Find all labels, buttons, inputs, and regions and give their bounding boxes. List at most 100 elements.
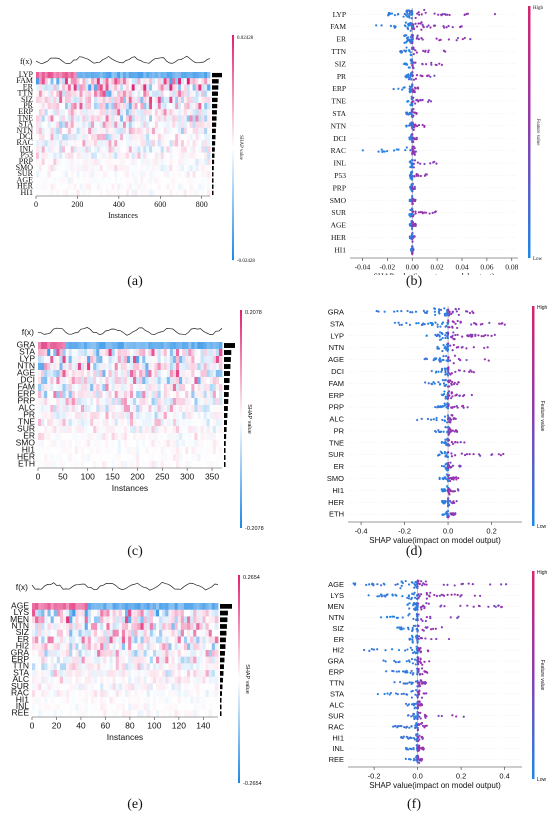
shap-dot	[451, 349, 454, 352]
heatmap-cell	[133, 412, 137, 420]
heatmap-cell	[90, 656, 95, 664]
heatmap-cell	[117, 384, 122, 392]
importance-bar	[212, 122, 217, 127]
importance-bar	[224, 357, 231, 362]
heatmap-cell	[188, 419, 192, 427]
heatmap-cell	[102, 412, 106, 420]
heatmap-cell	[114, 384, 119, 392]
heatmap-cell	[195, 115, 199, 122]
heatmap-cell	[195, 78, 199, 85]
heatmap-cell	[195, 140, 199, 147]
heatmap-cell	[126, 377, 131, 385]
feature-label: SUR	[17, 424, 35, 434]
heatmap-cell	[209, 363, 214, 371]
heatmap-cell	[169, 461, 174, 469]
heatmap-cell	[163, 134, 167, 141]
heatmap-cell	[96, 171, 101, 178]
heatmap-cell	[143, 134, 147, 141]
heatmap-cell	[69, 623, 73, 631]
heatmap-cell	[137, 177, 141, 184]
shap-dot	[410, 95, 413, 98]
heatmap-cell	[156, 670, 160, 678]
heatmap-cell	[67, 189, 72, 197]
heatmap-cell	[32, 603, 36, 611]
heatmap-cell	[81, 636, 86, 644]
heatmap-cell	[82, 134, 86, 141]
heatmap-cell	[178, 115, 182, 122]
heatmap-cell	[117, 171, 121, 178]
shap-dot	[434, 321, 437, 324]
heatmap-cell	[66, 690, 70, 698]
heatmap-cell	[188, 391, 192, 399]
heatmap-cell	[203, 440, 208, 448]
heatmap-cell	[88, 134, 92, 141]
heatmap-cell	[177, 643, 182, 651]
heatmap-cell	[50, 603, 55, 611]
heatmap-cell	[157, 189, 162, 197]
importance-bar	[224, 399, 229, 404]
shap-dot	[444, 426, 447, 429]
shap-dot	[452, 417, 455, 421]
heatmap-cell	[62, 177, 66, 184]
heatmap-cell	[169, 152, 173, 160]
heatmap-cell	[214, 703, 219, 711]
shap-dot	[421, 38, 424, 41]
heatmap-cell	[108, 440, 112, 448]
heatmap-cell	[97, 703, 101, 711]
heatmap-cell	[214, 629, 219, 637]
shap-dot	[434, 405, 437, 409]
heatmap-cell	[139, 461, 143, 469]
heatmap-cell	[143, 710, 148, 718]
heatmap-cell	[41, 363, 45, 371]
heatmap-cell	[203, 398, 208, 406]
heatmap-cell	[100, 623, 104, 631]
heatmap-cell	[90, 426, 94, 434]
shap-dot	[448, 380, 451, 383]
heatmap-cell	[50, 377, 54, 385]
heatmap-cell	[188, 370, 192, 378]
heatmap-cell	[169, 433, 174, 441]
heatmap-cell	[59, 683, 64, 691]
heatmap-cell	[73, 134, 77, 141]
heatmap-cell	[118, 623, 123, 631]
heatmap-cell	[96, 370, 100, 378]
heatmap-cell	[189, 103, 193, 110]
heatmap-cell	[190, 623, 194, 631]
heatmap-cell	[178, 84, 182, 91]
heatmap-cell	[65, 440, 70, 448]
heatmap-cell	[63, 670, 67, 678]
heatmap-cell	[188, 454, 192, 462]
heatmap-cell	[53, 84, 57, 91]
shap-dot	[448, 431, 451, 434]
heatmap-cell	[123, 72, 127, 79]
feature-label: NTN	[12, 620, 29, 630]
heatmap-cell	[183, 656, 188, 664]
heatmap-cell	[145, 370, 149, 378]
heatmap-cell	[41, 356, 45, 364]
heatmap-cell	[149, 90, 153, 98]
shap-dot	[405, 63, 408, 66]
heatmap-cell	[152, 696, 157, 704]
heatmap-cell	[168, 710, 172, 718]
heatmap-cell	[175, 158, 179, 166]
shap-dot	[407, 14, 411, 18]
heatmap-cell	[118, 629, 123, 637]
heatmap-cell	[44, 405, 48, 413]
heatmap-cell	[123, 109, 127, 116]
shap-dot	[490, 334, 493, 337]
heatmap-cell	[194, 461, 198, 469]
heatmap-cell	[68, 391, 73, 399]
heatmap-cell	[106, 690, 110, 698]
heatmap-cell	[134, 78, 138, 85]
heatmap-cell	[194, 454, 198, 462]
heatmap-cell	[105, 121, 109, 129]
heatmap-cell	[191, 440, 195, 448]
heatmap-cell	[85, 189, 89, 197]
heatmap-cell	[59, 189, 63, 197]
heatmap-cell	[94, 629, 98, 637]
heatmap-cell	[111, 433, 116, 441]
heatmap-cell	[76, 171, 80, 178]
heatmap-cell	[50, 433, 54, 441]
heatmap-cell	[181, 189, 185, 197]
heatmap-cell	[84, 676, 89, 684]
